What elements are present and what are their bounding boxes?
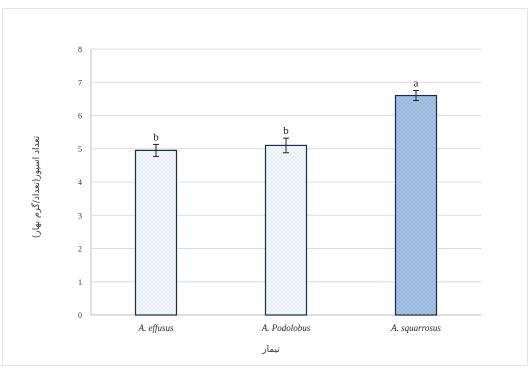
y-tick-label: 1 — [78, 278, 82, 287]
y-tick-label: 5 — [78, 145, 82, 154]
y-tick-label: 0 — [78, 311, 82, 320]
chart-frame: 0 1 2 3 4 5 6 7 8 b b a A. effusus A. Podolobus A. s… — [2, 8, 528, 366]
x-tick-label: A. Podolobus — [261, 323, 311, 333]
bar — [394, 94, 438, 316]
significance-letters: b b a — [153, 78, 418, 144]
y-tick-label: 3 — [78, 211, 82, 220]
y-tick-label: 8 — [78, 45, 82, 54]
x-tick-label: A. squarrosus — [390, 323, 441, 333]
y-tick-label: 7 — [78, 78, 82, 87]
bar-chart: 0 1 2 3 4 5 6 7 8 b b a A. effusus A. Podolobus A. s… — [30, 45, 481, 355]
y-axis-title: تعداد اسپور(تعداد/گرم بهار) — [30, 135, 42, 238]
error-bars — [153, 90, 419, 157]
x-tick-label: A. effusus — [138, 323, 174, 333]
y-tick-label: 4 — [78, 178, 82, 187]
bar — [264, 144, 308, 316]
significance-letter: b — [153, 131, 159, 143]
y-tick-label: 2 — [78, 245, 82, 254]
y-tick-labels: 0 1 2 3 4 5 6 7 8 — [78, 45, 82, 320]
y-tick-label: 6 — [78, 112, 82, 121]
significance-letter: b — [283, 125, 289, 137]
x-tick-labels: A. effusus A. Podolobus A. squarrosus — [138, 323, 442, 333]
bar — [134, 149, 178, 316]
x-axis-title: تیمار — [261, 345, 280, 355]
significance-letter: a — [414, 78, 419, 90]
